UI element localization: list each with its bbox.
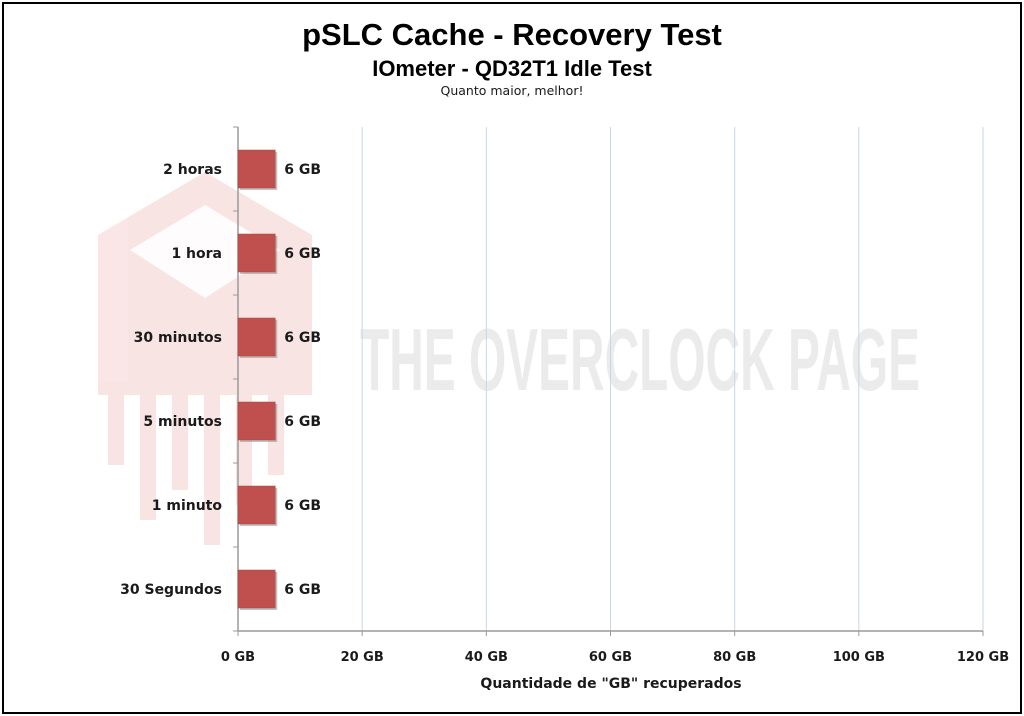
category-label: 30 Segundos <box>120 582 222 598</box>
bar-value-label: 6 GB <box>284 162 321 178</box>
bar-value-label: 6 GB <box>284 246 321 262</box>
category-label: 5 minutos <box>143 414 222 430</box>
chart-subtitle: IOmeter - QD32T1 Idle Test <box>372 56 652 81</box>
x-tick-label: 0 GB <box>221 650 255 665</box>
bar <box>237 401 276 441</box>
x-tick-label: 40 GB <box>465 650 508 665</box>
bar-value-label: 6 GB <box>284 498 321 514</box>
bar-value-label: 6 GB <box>284 414 321 430</box>
x-tick-label: 60 GB <box>589 650 632 665</box>
bar-value-label: 6 GB <box>284 330 321 346</box>
labels: 0 GB 20 GB 40 GB 60 GB 80 GB 100 GB 120 GB 6 GB… <box>120 162 1009 665</box>
chart-note: Quanto maior, melhor! <box>441 83 584 98</box>
bar <box>237 569 276 609</box>
category-label: 30 minutos <box>134 330 222 346</box>
x-tick-label: 100 GB <box>833 650 885 665</box>
watermark-text: THE OVERCLOCK PAGE <box>360 310 920 409</box>
category-label: 1 minuto <box>152 498 223 514</box>
bar <box>237 317 276 357</box>
x-tick-label: 20 GB <box>341 650 384 665</box>
x-axis-title: Quantidade de "GB" recuperados <box>480 676 741 692</box>
grid-lines <box>361 127 984 631</box>
bar <box>237 149 276 189</box>
bar-value-label: 6 GB <box>284 582 321 598</box>
bar <box>237 485 276 525</box>
category-label: 2 horas <box>163 162 222 178</box>
category-label: 1 hora <box>171 246 222 262</box>
bars <box>237 149 278 610</box>
watermark-logo <box>98 172 312 545</box>
axes <box>233 126 984 636</box>
x-tick-label: 120 GB <box>957 650 1009 665</box>
chart-title: pSLC Cache - Recovery Test <box>302 17 722 52</box>
bar <box>237 233 276 273</box>
x-tick-label: 80 GB <box>713 650 756 665</box>
